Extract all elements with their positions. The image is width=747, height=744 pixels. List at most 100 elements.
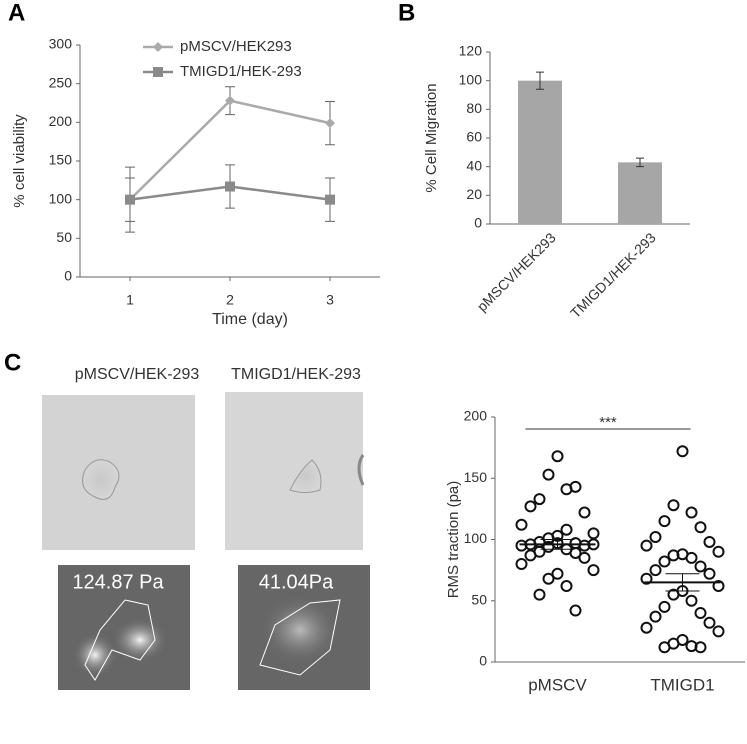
point (569, 546, 582, 559)
y-tick-label: 150 (464, 469, 488, 485)
y-tick-label: 250 (49, 74, 73, 90)
y-tick-label: 80 (466, 100, 482, 116)
point (515, 518, 528, 531)
y-tick-label: 0 (64, 268, 72, 284)
point (578, 506, 591, 519)
panel-label: A (8, 0, 25, 26)
y-tick-label: 0 (479, 653, 487, 669)
point (658, 555, 671, 568)
point (685, 506, 698, 519)
point (694, 521, 707, 534)
y-tick-label: 100 (459, 71, 483, 87)
point (658, 515, 671, 528)
y-tick-label: 50 (56, 229, 72, 245)
point (694, 607, 707, 619)
bar (618, 162, 662, 224)
y-tick-label: 0 (474, 215, 482, 231)
error-bar (665, 573, 700, 592)
micrograph (42, 392, 365, 550)
y-tick-label: 100 (464, 530, 488, 546)
point (703, 567, 716, 580)
point (712, 625, 725, 638)
point (569, 480, 582, 493)
y-tick-label: 150 (49, 152, 73, 168)
x-tick-label: TMIGD1 (650, 675, 714, 694)
y-tick-label: 120 (459, 43, 483, 59)
point (515, 539, 528, 552)
point (524, 549, 537, 562)
point (524, 500, 537, 513)
x-tick-label: 3 (326, 292, 334, 308)
point (676, 445, 689, 458)
marker (125, 194, 135, 205)
x-tick-label: 2 (226, 292, 234, 308)
error-bar (636, 157, 644, 168)
x-tick-label: TMIGD1/HEK-293 (567, 229, 659, 321)
legend-label: TMIGD1/HEK-293 (180, 63, 302, 80)
point (658, 641, 671, 654)
point (533, 588, 546, 601)
marker (153, 42, 163, 52)
point (533, 493, 546, 506)
point (658, 600, 671, 613)
point (712, 580, 725, 593)
y-tick-label: 300 (49, 36, 73, 52)
panel-label: B (398, 0, 415, 26)
marker (225, 181, 235, 192)
point (542, 468, 555, 481)
x-tick-label: pMSCV/HEK293 (474, 229, 559, 314)
point (712, 545, 725, 558)
point (703, 535, 716, 548)
y-tick-label: 40 (466, 157, 482, 173)
point (551, 450, 564, 463)
point (587, 527, 600, 540)
y-tick-label: 20 (466, 186, 482, 202)
point (578, 551, 591, 564)
point (640, 572, 653, 585)
y-tick-label: 50 (471, 591, 487, 607)
point (667, 549, 680, 562)
traction-value: 124.87 Pa (72, 571, 164, 593)
point (515, 558, 528, 570)
point (569, 604, 582, 617)
error-bar (540, 539, 575, 550)
point (649, 610, 662, 623)
marker (325, 194, 335, 205)
point (694, 641, 707, 654)
point (542, 540, 555, 553)
traction-map: 124.87 Pa 41.04Pa (38, 560, 378, 705)
error-bar (536, 71, 544, 90)
point (542, 572, 555, 585)
point (640, 539, 653, 552)
point (685, 594, 698, 607)
point (667, 499, 680, 512)
point (551, 567, 564, 580)
traction-value: 41.04Pa (259, 571, 334, 593)
point (649, 531, 662, 544)
point (649, 564, 662, 577)
y-tick-label: 200 (49, 113, 73, 129)
panel-label: C (4, 349, 21, 376)
point (703, 616, 716, 629)
y-axis-label: RMS traction (pa) (445, 481, 462, 599)
marker (325, 118, 335, 129)
bar (518, 80, 562, 225)
point (694, 560, 707, 573)
y-axis-label: % Cell Migration (423, 83, 440, 192)
marker (225, 95, 235, 106)
x-tick-label: 1 (126, 292, 134, 308)
image-title: TMIGD1/HEK-293 (231, 366, 361, 383)
x-tick-label: pMSCV (528, 675, 587, 694)
y-axis-label: % cell viability (11, 114, 28, 208)
point (560, 580, 573, 593)
image-title: pMSCV/HEK-293 (75, 366, 200, 383)
point (640, 621, 653, 634)
point (667, 588, 680, 601)
point (685, 551, 698, 564)
point (560, 523, 573, 536)
point (587, 564, 600, 577)
marker (153, 67, 163, 77)
y-tick-label: 200 (464, 408, 488, 424)
x-axis-label: Time (day) (212, 311, 288, 328)
